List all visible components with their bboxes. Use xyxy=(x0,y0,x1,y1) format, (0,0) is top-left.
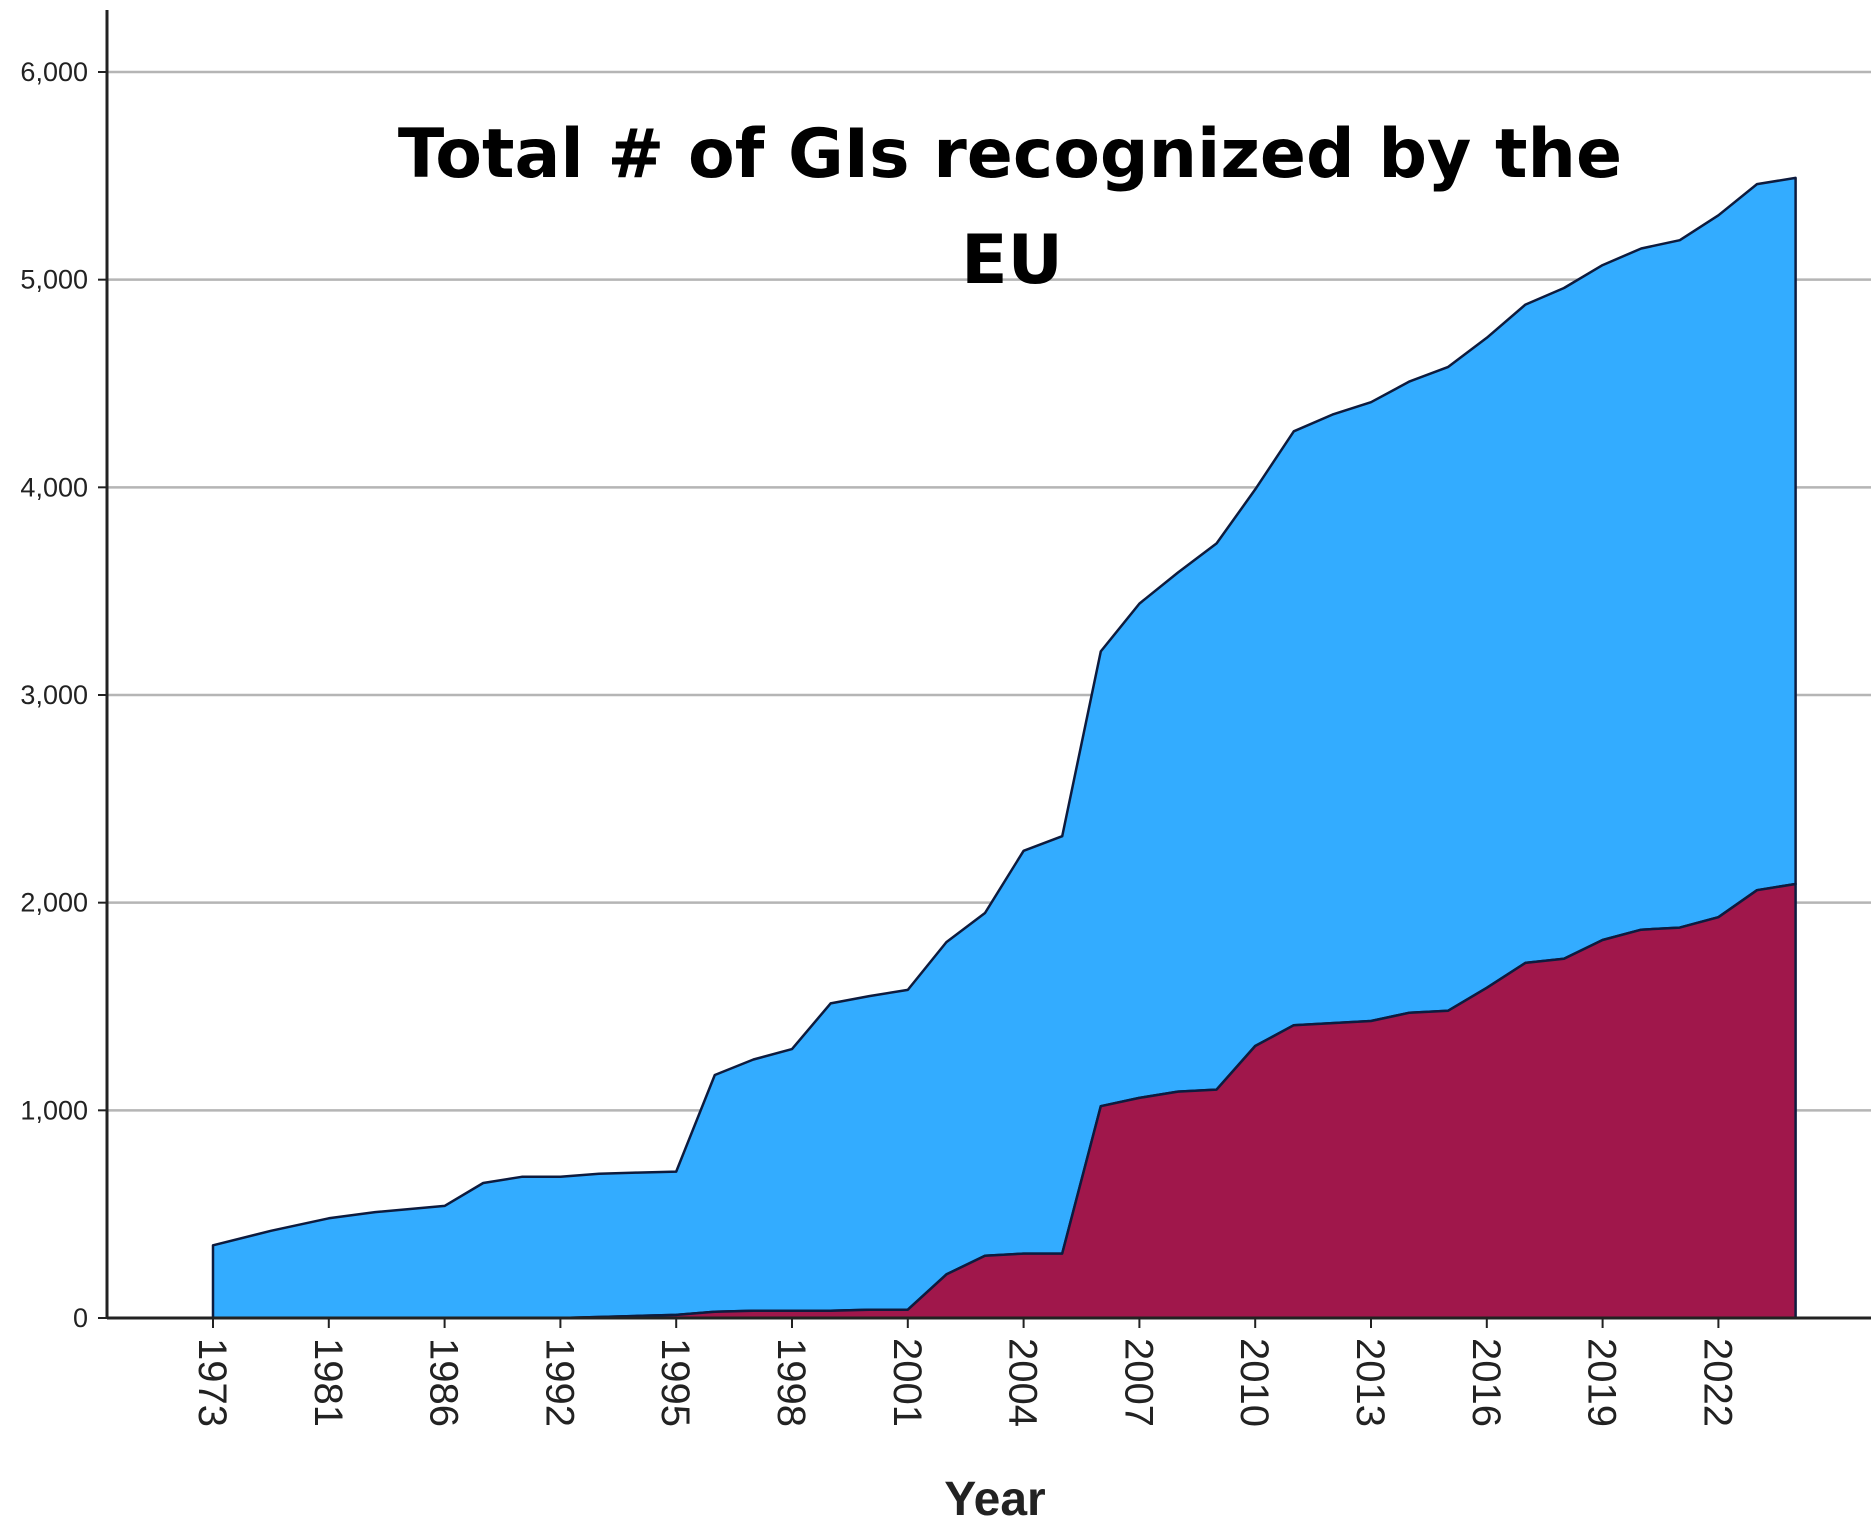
x-tick-label: 2013 xyxy=(1348,1338,1392,1427)
y-tick-label: 5,000 xyxy=(20,265,88,295)
x-tick-label: 2019 xyxy=(1580,1338,1624,1427)
x-tick-label: 1981 xyxy=(306,1338,350,1427)
y-tick-label: 6,000 xyxy=(20,57,88,87)
x-tick-label: 1995 xyxy=(653,1338,697,1427)
x-tick-label: 2007 xyxy=(1116,1338,1160,1427)
x-tick-label: 1973 xyxy=(190,1338,234,1427)
y-tick-label: 4,000 xyxy=(20,472,88,502)
axes xyxy=(98,10,1871,1328)
y-tick-labels: 0 1,000 2,000 3,000 4,000 5,000 6,000 xyxy=(20,57,88,1333)
area-series xyxy=(211,176,1797,1320)
chart-title-line-1: Total # of GIs recognized by the xyxy=(398,115,1622,194)
x-tick-label: 2001 xyxy=(885,1338,929,1427)
x-tick-label: 1998 xyxy=(769,1338,813,1427)
y-tick-label: 0 xyxy=(73,1303,88,1333)
y-tick-label: 2,000 xyxy=(20,888,88,918)
x-tick-label: 2010 xyxy=(1232,1338,1276,1427)
chart-title-line-2: EU xyxy=(961,221,1063,300)
x-tick-labels: 1973 1981 1986 1992 1995 1998 2001 2004 2007 2010… xyxy=(190,1338,1739,1427)
x-tick-label: 1992 xyxy=(537,1338,581,1427)
x-tick-label: 2016 xyxy=(1464,1338,1508,1427)
x-axis-title: Year xyxy=(944,1473,1045,1526)
x-tick-label: 2004 xyxy=(1001,1338,1045,1427)
y-tick-label: 1,000 xyxy=(20,1095,88,1125)
y-tick-label: 3,000 xyxy=(20,680,88,710)
x-tick-label: 2022 xyxy=(1695,1338,1739,1427)
x-tick-label: 1986 xyxy=(422,1338,466,1427)
